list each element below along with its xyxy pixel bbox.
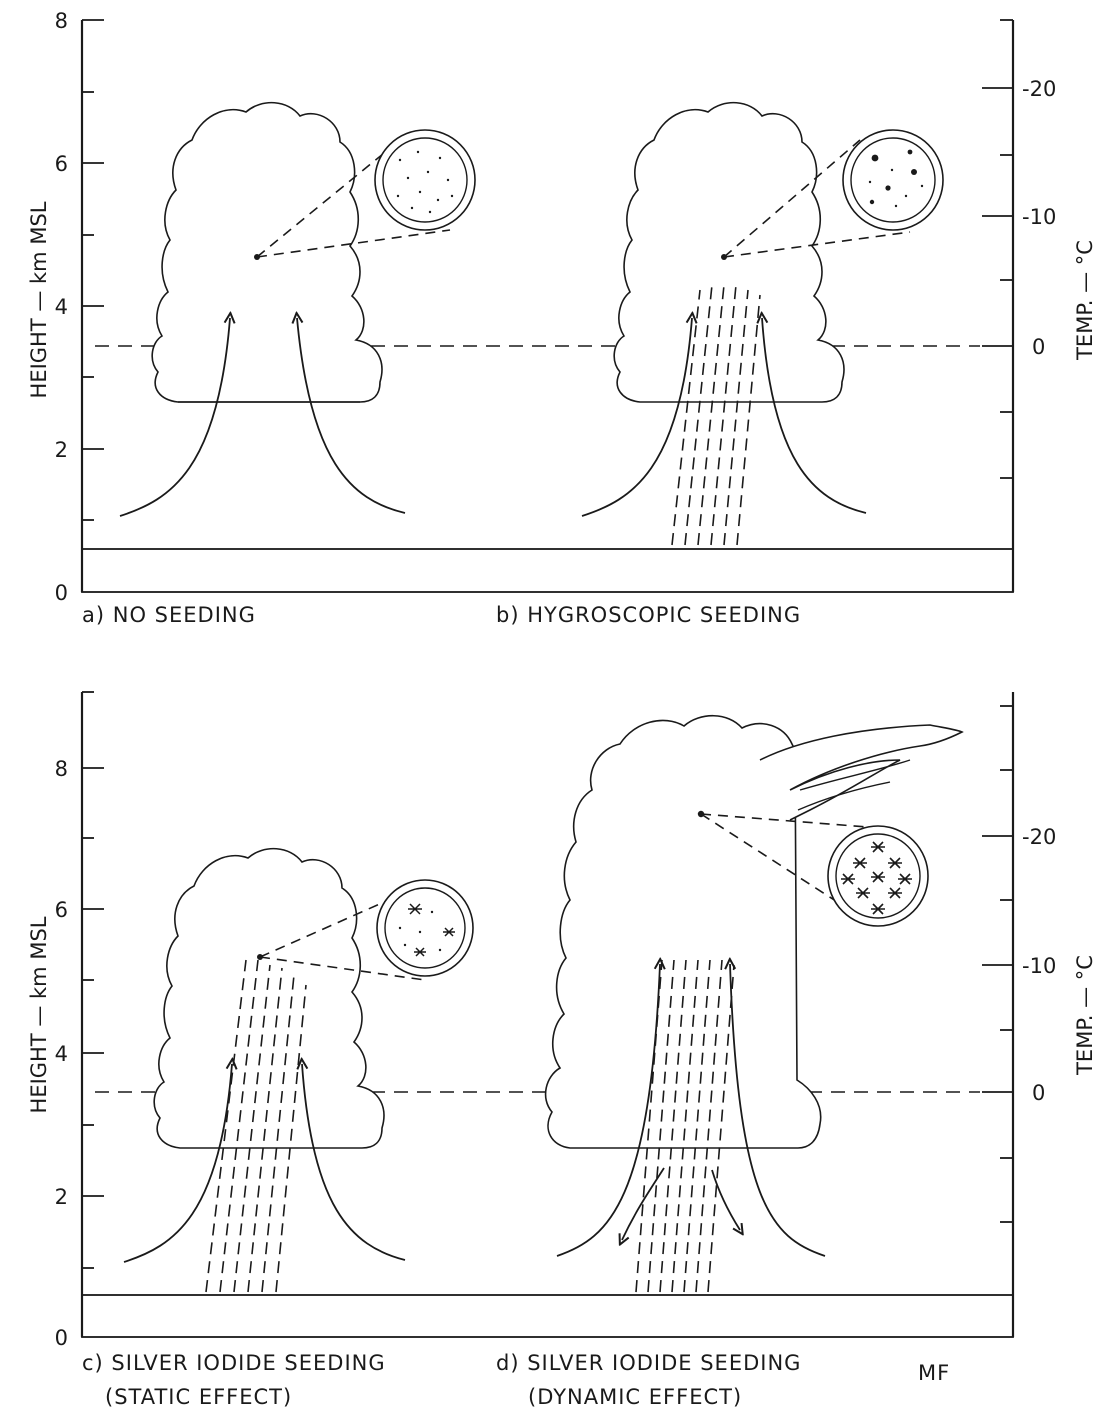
bottom-height-tick-0: 0 [55,1326,68,1350]
top-temp-tick-0: 0 [1032,335,1045,359]
top-temp-tick-minus20: -20 [1022,77,1056,101]
bottom-temp-tick-minus10: -10 [1022,954,1056,978]
caption-c-line1: c) SILVER IODIDE SEEDING [82,1351,386,1375]
bottom-height-tick-6: 6 [55,898,68,922]
updraft-arrow-b-left [581,318,692,517]
updraft-arrow-d-left [556,964,660,1257]
top-plot: 0 2 4 6 8 HEIGHT — km MSL -20 -10 0 TEMP… [27,9,1097,627]
bottom-ground [81,1294,1014,1338]
downdraft-arrow-d-left [622,1167,665,1240]
top-height-tick-8: 8 [55,9,68,33]
caption-d-line2: (DYNAMIC EFFECT) [528,1385,742,1409]
updraft-arrow-a-right [297,318,406,514]
hygroscopic-seeding-streaks [671,284,761,546]
bottom-temp-tick-minus20: -20 [1022,825,1056,849]
updraft-arrow-c-left [123,1064,232,1263]
updraft-arrow-d-right [730,964,826,1257]
bottom-height-tick-2: 2 [55,1185,68,1209]
bottom-height-tick-4: 4 [55,1042,68,1066]
bottom-temp-tick-0: 0 [1032,1081,1045,1105]
bottom-height-tick-8: 8 [55,757,68,781]
bottom-temp-axis-label: TEMP. — °C [1073,955,1097,1076]
zoom-circle-d [697,810,929,927]
zoom-circle-c [257,879,474,981]
cloud-d [544,715,964,1149]
bottom-height-axis-label: HEIGHT — km MSL [27,916,51,1113]
silver-iodide-streaks-c [205,959,307,1293]
cloud-c [153,847,385,1149]
zoom-circle-a [254,129,476,260]
zoom-circle-b [721,129,944,260]
cloud-a [151,101,383,403]
top-temp-axis-label: TEMP. — °C [1073,240,1097,361]
caption-b: b) HYGROSCOPIC SEEDING [496,603,801,627]
top-ground [81,548,1014,593]
top-temp-tick-minus10: -10 [1022,205,1056,229]
downdraft-arrow-d-right [711,1169,740,1230]
updraft-arrow-b-right [762,318,867,514]
updraft-arrow-a-left [119,318,230,517]
updraft-arrow-c-right [302,1064,406,1261]
top-height-tick-4: 4 [55,295,68,319]
caption-d-line1: d) SILVER IODIDE SEEDING [496,1351,801,1375]
top-height-tick-0: 0 [55,581,68,605]
caption-a: a) NO SEEDING [82,603,256,627]
top-height-tick-6: 6 [55,152,68,176]
bottom-plot: 0 2 4 6 8 HEIGHT — km MSL -20 -10 0 TEMP… [27,691,1097,1409]
top-height-axis-label: HEIGHT — km MSL [27,201,51,398]
caption-c-line2: (STATIC EFFECT) [105,1385,292,1409]
top-height-tick-2: 2 [55,438,68,462]
signature: MF [918,1361,950,1385]
